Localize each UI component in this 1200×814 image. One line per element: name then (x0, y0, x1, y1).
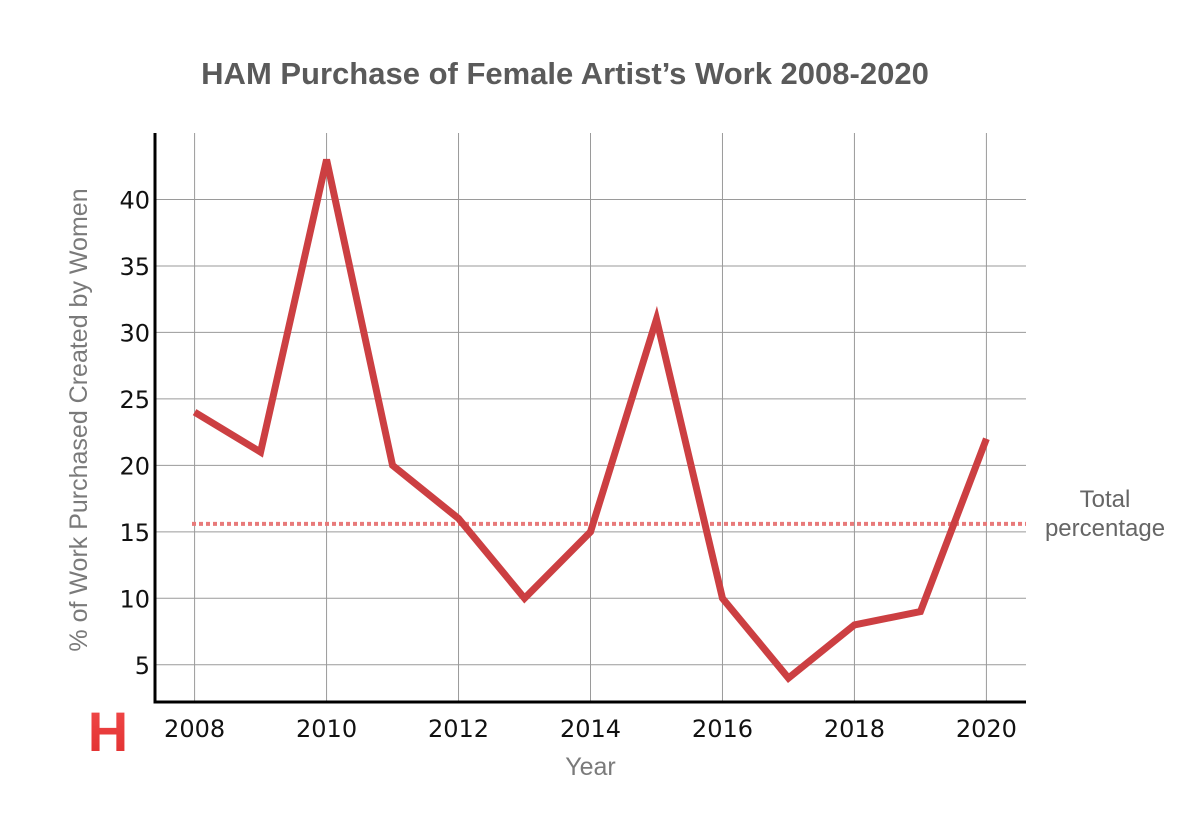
chart-title: HAM Purchase of Female Artist’s Work 200… (201, 56, 929, 91)
x-tick-label: 2012 (428, 715, 489, 743)
y-tick-label: 20 (119, 452, 150, 480)
ham-logo: H (88, 700, 128, 763)
series-group (192, 158, 990, 683)
labels-group: 2008 2010 2012 2014 2016 2018 2020 5 10 15 20 25 30 3… (65, 186, 1165, 781)
x-tick-label: 2016 (692, 715, 753, 743)
series-line (192, 158, 990, 683)
x-tick-label: 2020 (956, 715, 1017, 743)
y-tick-label: 10 (119, 585, 150, 613)
x-tick-label: 2010 (296, 715, 357, 743)
total-percentage-label-line: Total (1080, 486, 1131, 513)
total-percentage-label-line: percentage (1045, 515, 1165, 542)
x-tick-label: 2014 (560, 715, 621, 743)
y-tick-label: 35 (119, 253, 150, 281)
y-axis-label: % of Work Purchased Created by Women (65, 188, 93, 651)
y-tick-label: 25 (119, 386, 150, 414)
logo-group: H (88, 700, 128, 763)
x-axis-label: Year (565, 753, 616, 781)
y-tick-label: 15 (119, 519, 150, 547)
x-tick-label: 2008 (164, 715, 225, 743)
y-tick-label: 30 (119, 319, 150, 347)
y-tick-label: 40 (119, 186, 150, 214)
axes-group (153, 133, 1026, 704)
y-tick-label: 5 (135, 652, 150, 680)
x-tick-label: 2018 (824, 715, 885, 743)
